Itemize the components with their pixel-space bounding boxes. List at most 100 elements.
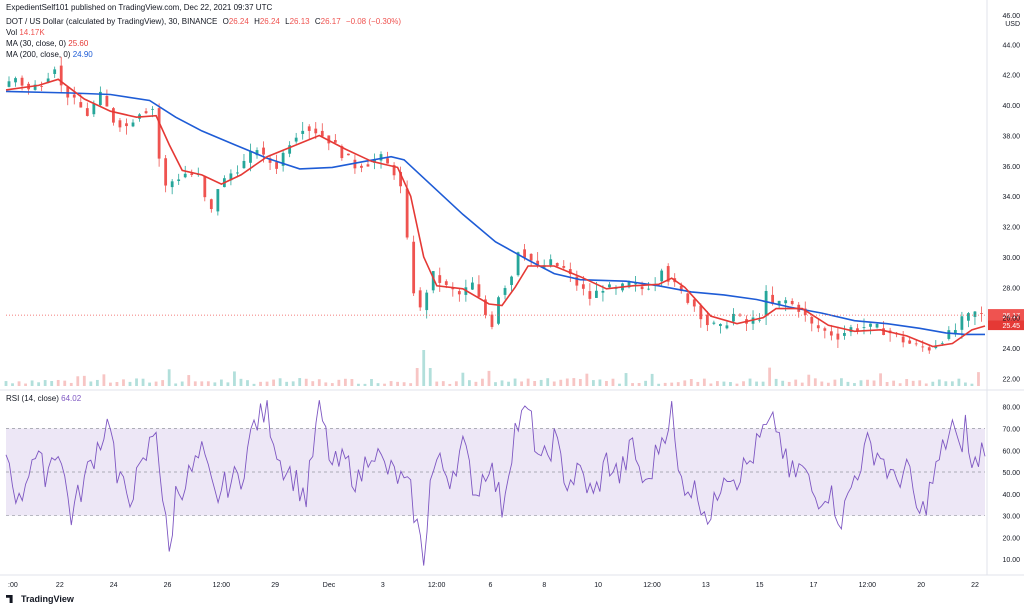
candle-body [967,313,970,321]
volume-bar [357,383,360,386]
candle-body [686,293,690,303]
volume-bar [578,379,582,386]
volume-bar [324,382,328,386]
volume-bar [618,383,621,386]
ma30-legend[interactable]: MA (30, close, 0) 25.60 [6,39,88,49]
volume-bar [748,378,752,386]
volume-bar [174,383,178,386]
volume-bar [572,378,576,386]
candle-body [777,300,781,306]
rsi-line [5,400,986,566]
volume-bar [977,372,980,386]
volume-bar [252,383,256,386]
last-price-label: 26.17 [1002,313,1020,320]
candle-body [268,158,272,163]
volume-bar [37,382,41,386]
volume-bar [487,370,491,386]
volume-bar [866,379,869,386]
tradingview-logo-icon [6,595,13,603]
candle-body [803,308,807,316]
volume-bar [285,381,289,386]
candle-body [170,181,174,188]
volume-bar [520,381,524,386]
volume-value: 14.17K [19,28,45,37]
candle-body [157,108,161,159]
volume-bar [676,382,680,386]
candle-body [98,91,102,106]
candle-body [921,346,925,348]
ma200-label: MA (200, close, 0) [6,50,71,59]
volume-bar [735,383,739,386]
ma200-legend[interactable]: MA (200, close, 0) 24.90 [6,50,93,60]
rsi-legend[interactable]: RSI (14, close) 64.02 [6,394,81,404]
candle-body [947,330,951,339]
candle-body [320,130,324,137]
volume-bar [161,380,165,386]
volume-bar [259,381,262,386]
time-tick-label: 24 [110,582,118,589]
rsi-tick-label: 80.00 [1002,405,1020,412]
volume-bar [663,382,667,386]
candle-body [59,65,63,86]
candle-body [399,171,402,187]
volume-bar [148,382,151,386]
candle-body [536,260,540,265]
candle-body [125,123,128,127]
volume-bar [454,381,458,386]
candle-body [647,288,651,290]
candle-body [46,78,50,83]
volume-legend[interactable]: Vol 14.17K [6,28,45,38]
candle-body [882,328,885,335]
volume-bar [494,382,497,386]
volume-bar [187,375,191,386]
candle-body [118,120,122,128]
rsi-tick-label: 70.00 [1002,426,1020,433]
volume-bar [964,382,967,386]
candle-body [92,103,96,115]
candle-body [575,276,579,286]
volume-bar [670,382,674,386]
candle-body [40,86,44,87]
volume-bar [396,381,399,386]
symbol-title[interactable]: DOT / US Dollar (calculated by TradingVi… [6,17,218,26]
volume-bar [272,379,275,386]
candle-body [255,150,259,156]
volume-bar [592,380,595,386]
volume-bar [11,383,14,386]
volume-bar [17,381,21,386]
candle-body [562,266,566,268]
price-tick-label: 32.00 [1002,225,1020,232]
volume-bar [631,383,634,386]
candle-body [927,347,931,351]
candle-body [549,259,553,266]
candle-body [183,173,187,178]
volume-bar [219,379,223,386]
volume-bar [265,381,269,386]
symbol-legend[interactable]: DOT / US Dollar (calculated by TradingVi… [6,17,401,27]
candle-body [934,345,938,349]
candle-body [581,284,585,289]
volume-bar [76,376,80,386]
time-tick-label: 17 [810,582,818,589]
candle-body [242,160,246,169]
candle-body [679,285,683,291]
rsi-tick-label: 50.00 [1002,470,1020,477]
tradingview-logo[interactable]: TradingView [6,594,74,604]
volume-bar [702,378,706,386]
candle-body [333,140,337,143]
rsi-tick-label: 20.00 [1002,535,1020,542]
candle-body [829,331,833,336]
volume-bar [435,381,439,386]
volume-bar [755,381,758,386]
candle-body [503,288,507,295]
volume-bar [709,383,713,386]
volume-bar [363,383,367,386]
candle-body [105,95,109,107]
volume-bar [448,383,452,386]
volume-bar [696,381,700,386]
volume-bar [30,380,34,386]
time-tick-label: 13 [702,582,710,589]
candle-body [790,300,794,305]
candle-body [360,165,363,168]
